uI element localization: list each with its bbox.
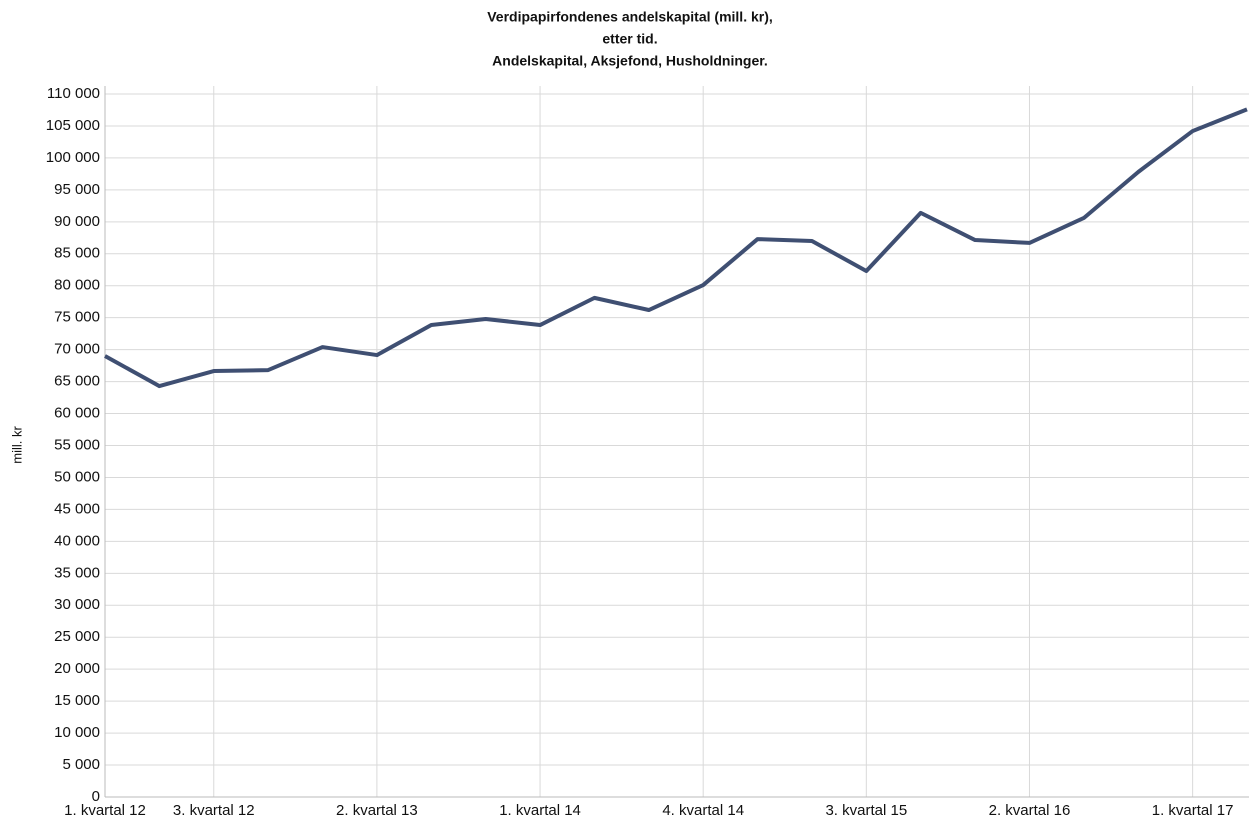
y-tick-label: 95 000 xyxy=(54,181,100,198)
x-tick-label: 2. kvartal 13 xyxy=(336,802,418,819)
y-tick-label: 100 000 xyxy=(46,149,100,166)
chart-title: Verdipapirfondenes andelskapital (mill. … xyxy=(487,9,773,25)
y-tick-label: 40 000 xyxy=(54,532,100,549)
y-tick-label: 5 000 xyxy=(62,756,100,773)
x-tick-label: 3. kvartal 15 xyxy=(825,802,907,819)
y-tick-label: 110 000 xyxy=(47,85,100,102)
x-tick-label: 4. kvartal 14 xyxy=(662,802,744,819)
y-tick-label: 70 000 xyxy=(54,341,100,358)
chart-title: Andelskapital, Aksjefond, Husholdninger. xyxy=(492,53,768,69)
y-tick-label: 75 000 xyxy=(54,309,100,326)
y-axis-label: mill. kr xyxy=(9,426,24,464)
data-line xyxy=(104,107,1248,389)
y-tick-label: 55 000 xyxy=(54,436,100,453)
x-tick-label: 3. kvartal 12 xyxy=(173,802,255,819)
y-tick-label: 20 000 xyxy=(54,660,100,677)
y-tick-label: 105 000 xyxy=(46,117,100,134)
y-tick-label: 60 000 xyxy=(54,405,100,422)
y-tick-label: 45 000 xyxy=(54,500,100,517)
x-tick-label: 1. kvartal 14 xyxy=(499,802,581,819)
y-tick-label: 80 000 xyxy=(54,277,100,294)
y-tick-label: 50 000 xyxy=(54,468,100,485)
y-tick-label: 15 000 xyxy=(54,692,100,709)
x-tick-label: 1. kvartal 17 xyxy=(1152,802,1234,819)
y-tick-label: 35 000 xyxy=(54,564,100,581)
y-tick-label: 25 000 xyxy=(54,628,100,645)
y-tick-label: 85 000 xyxy=(54,245,100,262)
y-tick-label: 10 000 xyxy=(54,724,100,741)
y-tick-label: 90 000 xyxy=(54,213,100,230)
x-tick-label: 2. kvartal 16 xyxy=(989,802,1071,819)
chart-title: etter tid. xyxy=(602,31,657,47)
x-tick-label: 1. kvartal 12 xyxy=(64,802,146,819)
y-tick-label: 0 xyxy=(92,788,100,805)
y-tick-label: 30 000 xyxy=(54,596,100,613)
y-tick-label: 65 000 xyxy=(54,373,100,390)
